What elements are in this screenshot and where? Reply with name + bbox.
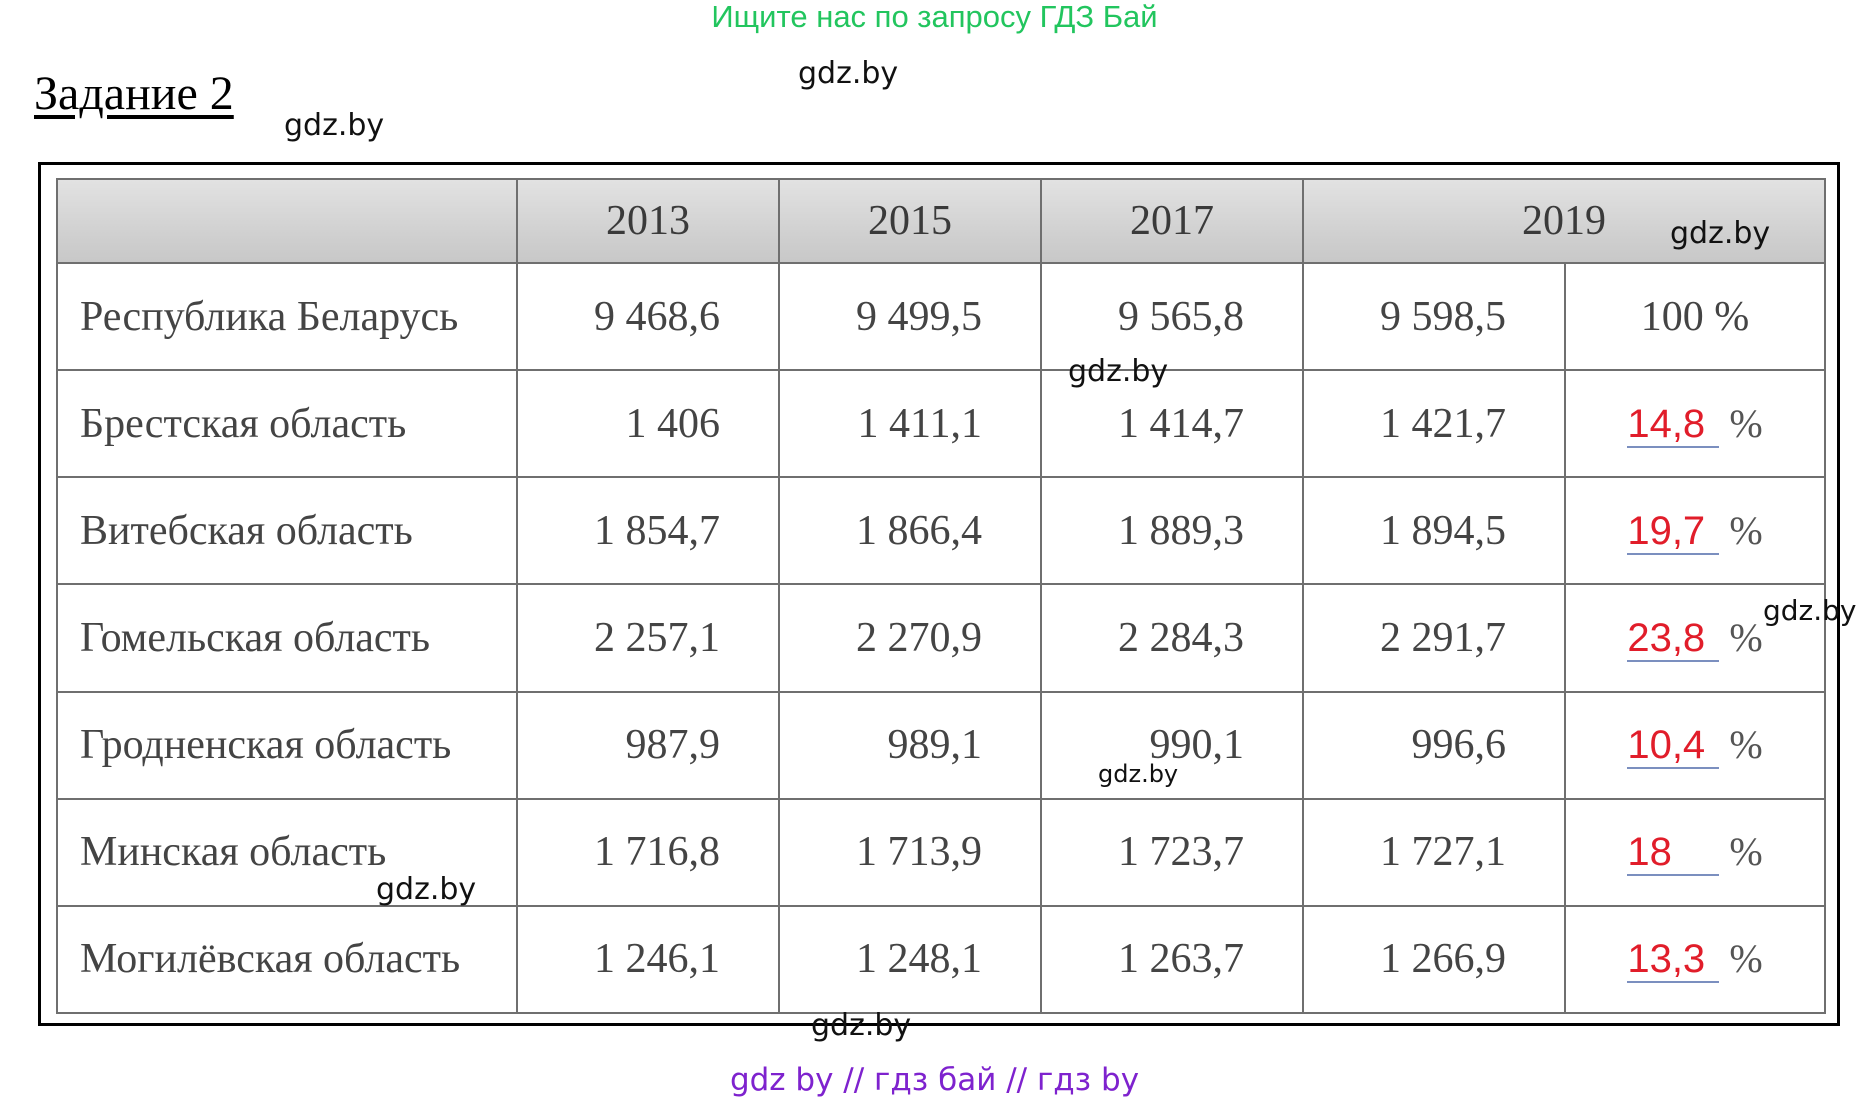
header-year-2013: 2013 [516, 178, 780, 264]
value-2019: 2 291,7 [1302, 583, 1566, 693]
region-name: Гомельская область [56, 583, 518, 693]
percent-cell: 10,4% [1564, 690, 1826, 800]
watermark: gdz.by [376, 872, 477, 907]
value-2019: 1 421,7 [1302, 369, 1566, 479]
table-row: Республика Беларусь 9 468,6 9 499,5 9 56… [56, 261, 1826, 372]
handwritten-percent: 19,7 [1627, 509, 1720, 555]
region-name: Минская область [56, 797, 518, 907]
handwritten-percent: 23,8 [1627, 616, 1720, 662]
handwritten-percent: 18 [1627, 830, 1720, 877]
value-2017: 990,1 [1040, 690, 1304, 800]
watermark: gdz.by [284, 108, 385, 143]
table-header-row: 2013 2015 2017 2019 [56, 178, 1826, 264]
percent-cell: 23,8% [1564, 583, 1826, 693]
header-year-2015: 2015 [778, 178, 1042, 264]
header-year-2019: 2019 [1302, 178, 1826, 264]
percent-cell: 14,8% [1564, 369, 1826, 479]
watermark: gdz.by [1098, 760, 1179, 788]
watermark: gdz.by [811, 1008, 912, 1043]
header-empty-cell [56, 178, 518, 264]
percent-sign: % [1729, 722, 1763, 768]
watermark: gdz.by [798, 56, 899, 91]
percent-sign: % [1729, 936, 1763, 982]
value-2013: 9 468,6 [516, 261, 780, 372]
value-2013: 1 716,8 [516, 797, 780, 907]
table-row: Брестская область 1 406 1 411,1 1 414,7 … [56, 369, 1826, 479]
value-2017: 1 723,7 [1040, 797, 1304, 907]
value-2015: 1 248,1 [778, 904, 1042, 1015]
watermark: gdz.by [1068, 354, 1169, 389]
value-2015: 1 411,1 [778, 369, 1042, 479]
region-name: Брестская область [56, 369, 518, 479]
task-title: Задание 2 [34, 67, 234, 120]
percent-sign: % [1729, 614, 1763, 660]
region-name: Республика Беларусь [56, 261, 518, 372]
value-2017: 2 284,3 [1040, 583, 1304, 693]
value-2019: 9 598,5 [1302, 261, 1566, 372]
population-table: 2013 2015 2017 2019 Республика Беларусь … [56, 178, 1826, 1015]
region-name: Могилёвская область [56, 904, 518, 1015]
value-2017: 9 565,8 [1040, 261, 1304, 372]
table-row: Могилёвская область 1 246,1 1 248,1 1 26… [56, 904, 1826, 1015]
percent-sign: % [1729, 400, 1763, 446]
region-name: Гродненская область [56, 690, 518, 800]
top-banner: Ищите нас по запросу ГДЗ Бай [711, 0, 1158, 34]
value-2015: 1 713,9 [778, 797, 1042, 907]
value-2013: 2 257,1 [516, 583, 780, 693]
total-percent: 100 % [1564, 261, 1826, 372]
watermark: gdz.by [1763, 594, 1857, 627]
value-2015: 989,1 [778, 690, 1042, 800]
value-2013: 987,9 [516, 690, 780, 800]
percent-cell: 13,3% [1564, 904, 1826, 1015]
table-row: Витебская область 1 854,7 1 866,4 1 889,… [56, 476, 1826, 586]
value-2019: 1 894,5 [1302, 476, 1566, 586]
value-2017: 1 414,7 [1040, 369, 1304, 479]
value-2019: 1 727,1 [1302, 797, 1566, 907]
table-row: Гродненская область 987,9 989,1 990,1 99… [56, 690, 1826, 800]
value-2019: 996,6 [1302, 690, 1566, 800]
value-2015: 2 270,9 [778, 583, 1042, 693]
footer-links: gdz by // гдз бай // гдз by [729, 1062, 1140, 1098]
value-2013: 1 246,1 [516, 904, 780, 1015]
handwritten-percent: 13,3 [1627, 937, 1720, 984]
value-2017: 1 263,7 [1040, 904, 1304, 1015]
percent-cell: 19,7% [1564, 476, 1826, 586]
handwritten-percent: 14,8 [1627, 402, 1720, 448]
watermark: gdz.by [1670, 216, 1771, 251]
table-row: Минская область 1 716,8 1 713,9 1 723,7 … [56, 797, 1826, 907]
percent-cell: 18% [1564, 797, 1826, 907]
value-2013: 1 406 [516, 369, 780, 479]
table-row: Гомельская область 2 257,1 2 270,9 2 284… [56, 583, 1826, 693]
value-2019: 1 266,9 [1302, 904, 1566, 1015]
percent-sign: % [1729, 507, 1763, 553]
header-year-2017: 2017 [1040, 178, 1304, 264]
percent-sign: % [1729, 829, 1763, 875]
value-2013: 1 854,7 [516, 476, 780, 586]
handwritten-percent: 10,4 [1627, 723, 1720, 770]
value-2017: 1 889,3 [1040, 476, 1304, 586]
value-2015: 1 866,4 [778, 476, 1042, 586]
value-2015: 9 499,5 [778, 261, 1042, 372]
region-name: Витебская область [56, 476, 518, 586]
